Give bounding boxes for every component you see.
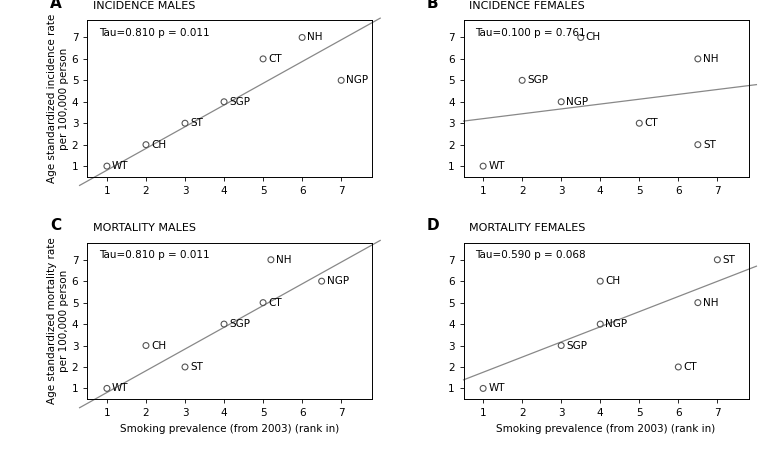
Text: INCIDENCE MALES: INCIDENCE MALES (93, 1, 195, 11)
Text: SGP: SGP (229, 97, 250, 107)
Text: NH: NH (307, 32, 323, 42)
Point (555, 98, 567, 106)
Point (257, 299, 269, 306)
Point (335, 77, 347, 84)
Text: WT: WT (112, 161, 128, 171)
Text: CT: CT (644, 118, 658, 128)
Text: MORTALITY MALES: MORTALITY MALES (93, 223, 196, 233)
Text: CT: CT (683, 362, 697, 372)
Text: SGP: SGP (566, 341, 587, 350)
Text: NGP: NGP (566, 97, 588, 107)
Point (218, 98, 230, 106)
Text: NH: NH (703, 298, 718, 308)
Text: WT: WT (488, 161, 505, 171)
Text: CH: CH (586, 32, 601, 42)
Text: Tau=0.810 p = 0.011: Tau=0.810 p = 0.011 (99, 250, 210, 260)
Text: SGP: SGP (527, 75, 548, 85)
Point (140, 342, 152, 349)
Point (257, 55, 269, 63)
Point (101, 162, 113, 170)
Text: INCIDENCE FEMALES: INCIDENCE FEMALES (469, 1, 585, 11)
Text: Tau=0.590 p = 0.068: Tau=0.590 p = 0.068 (475, 250, 586, 260)
Point (594, 321, 606, 328)
X-axis label: Smoking prevalence (from 2003) (rank in): Smoking prevalence (from 2003) (rank in) (496, 424, 716, 434)
Point (264, 256, 277, 263)
Point (633, 120, 645, 127)
Y-axis label: Age standardized mortality rate
per 100,000 person: Age standardized mortality rate per 100,… (47, 238, 69, 404)
Text: Tau=0.100 p = 0.761: Tau=0.100 p = 0.761 (475, 28, 586, 38)
Point (516, 77, 528, 84)
Text: ST: ST (190, 362, 203, 372)
Text: Tau=0.810 p = 0.011: Tau=0.810 p = 0.011 (99, 28, 210, 38)
Point (692, 299, 704, 306)
Text: CT: CT (268, 298, 282, 308)
Text: WT: WT (488, 383, 505, 393)
Text: CT: CT (268, 54, 282, 64)
Text: MORTALITY FEMALES: MORTALITY FEMALES (469, 223, 586, 233)
Text: NGP: NGP (605, 319, 628, 329)
Text: B: B (426, 0, 439, 11)
Text: CH: CH (151, 140, 166, 150)
Point (179, 364, 191, 371)
Text: WT: WT (112, 383, 128, 393)
Text: D: D (426, 218, 439, 233)
Text: CH: CH (151, 341, 166, 350)
Point (555, 342, 567, 349)
Point (477, 385, 489, 392)
Text: ST: ST (703, 140, 716, 150)
Point (218, 321, 230, 328)
Text: NGP: NGP (347, 75, 369, 85)
Text: ST: ST (723, 255, 736, 265)
Point (179, 120, 191, 127)
Point (594, 277, 606, 285)
Text: A: A (50, 0, 62, 11)
Point (692, 55, 704, 63)
Text: NGP: NGP (327, 276, 349, 286)
Point (101, 385, 113, 392)
Text: CH: CH (605, 276, 620, 286)
Point (140, 141, 152, 148)
Y-axis label: Age standardized incidence rate
per 100,000 person: Age standardized incidence rate per 100,… (47, 14, 69, 183)
Point (296, 34, 309, 41)
Text: C: C (50, 218, 62, 233)
Point (575, 34, 587, 41)
Point (711, 256, 724, 263)
Point (315, 277, 328, 285)
Point (673, 364, 685, 371)
X-axis label: Smoking prevalence (from 2003) (rank in): Smoking prevalence (from 2003) (rank in) (120, 424, 340, 434)
Text: ST: ST (190, 118, 203, 128)
Text: NH: NH (276, 255, 292, 265)
Point (692, 141, 704, 148)
Point (477, 162, 489, 170)
Text: SGP: SGP (229, 319, 250, 329)
Text: NH: NH (703, 54, 718, 64)
